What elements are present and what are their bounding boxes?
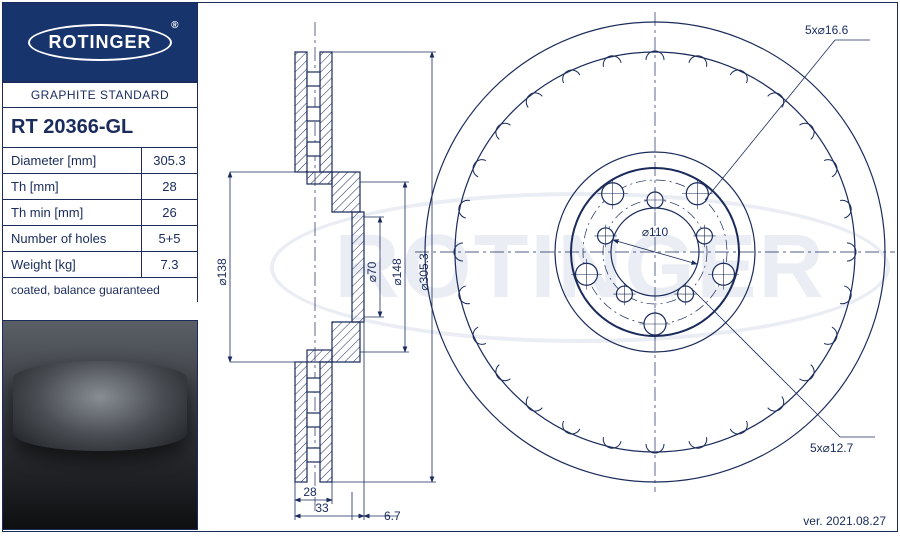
- spec-label: Th [mm]: [3, 174, 142, 200]
- spec-value: 305.3: [142, 148, 198, 174]
- brand-name: ROTINGER: [48, 32, 151, 52]
- dim-d70: ⌀70: [365, 261, 379, 282]
- spec-label: Diameter [mm]: [3, 148, 142, 174]
- spec-table: GRAPHITE STANDARD RT 20366-GL Diameter […: [2, 82, 198, 302]
- spec-label: Number of holes: [3, 226, 142, 252]
- dim-off67: 6.7: [384, 509, 401, 523]
- table-row: Weight [kg] 7.3: [3, 252, 198, 278]
- table-row: Number of holes 5+5: [3, 226, 198, 252]
- dim-w33: 33: [315, 501, 329, 515]
- spec-value: 7.3: [142, 252, 198, 278]
- spec-value: 5+5: [142, 226, 198, 252]
- table-row: Th min [mm] 26: [3, 200, 198, 226]
- dim-w28: 28: [303, 485, 317, 499]
- product-photo: [2, 320, 198, 530]
- dim-d148: ⌀148: [390, 258, 404, 286]
- spec-note: coated, balance guaranteed: [3, 278, 198, 303]
- table-row: Diameter [mm] 305.3: [3, 148, 198, 174]
- callout-bottom: 5x⌀12.7: [810, 441, 854, 455]
- spec-value: 28: [142, 174, 198, 200]
- brand-logo-text: ROTINGER ®: [28, 24, 171, 61]
- dim-d110: ⌀110: [642, 225, 669, 239]
- spec-value: 26: [142, 200, 198, 226]
- version-label: ver. 2021.08.27: [803, 514, 886, 528]
- spec-label: Th min [mm]: [3, 200, 142, 226]
- standard-label: GRAPHITE STANDARD: [3, 83, 198, 108]
- callout-top: 5x⌀16.6: [805, 23, 849, 37]
- part-number: RT 20366-GL: [3, 108, 198, 148]
- dim-d305: ⌀305.3: [417, 253, 431, 291]
- section-view: ⌀138 ⌀70 ⌀148 ⌀305.3: [215, 22, 436, 523]
- dim-d138: ⌀138: [215, 258, 229, 286]
- brand-logo: ROTINGER ®: [2, 2, 198, 82]
- drawing-svg: ⌀138 ⌀70 ⌀148 ⌀305.3: [200, 2, 898, 532]
- table-row: Th [mm] 28: [3, 174, 198, 200]
- front-view: ⌀110 5x⌀16.6 5x⌀12.7: [415, 12, 895, 492]
- registered-icon: ®: [171, 20, 179, 31]
- technical-drawing: ⌀138 ⌀70 ⌀148 ⌀305.3: [200, 2, 898, 532]
- spec-label: Weight [kg]: [3, 252, 142, 278]
